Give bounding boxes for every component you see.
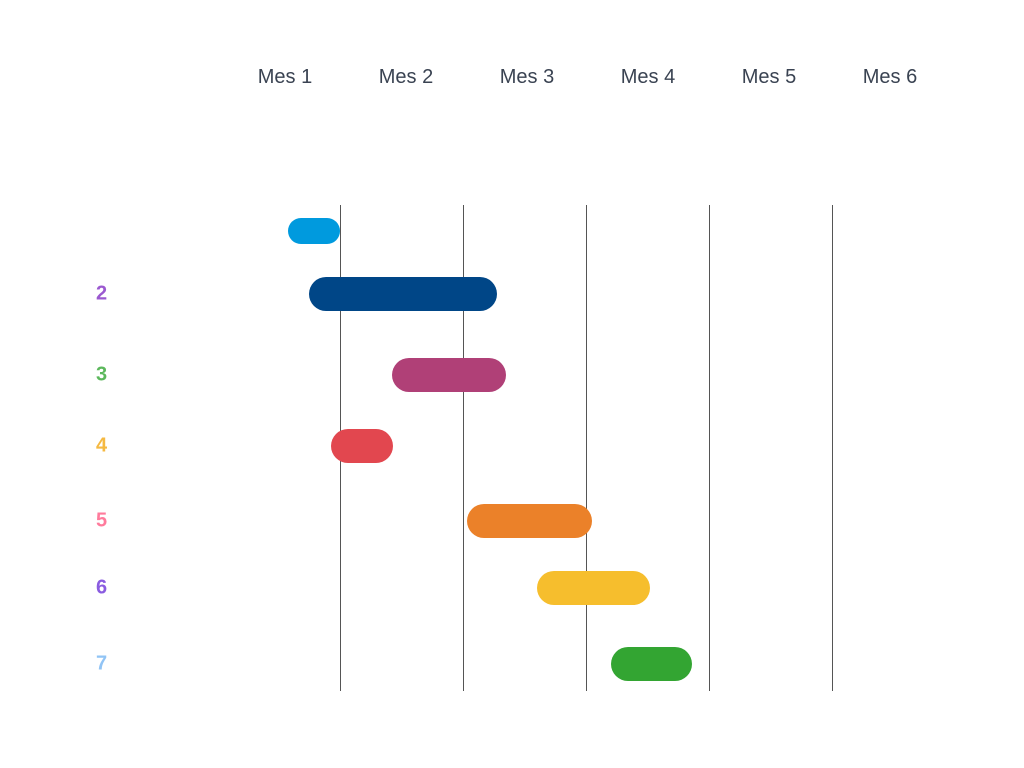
- task-bar-2[interactable]: [309, 277, 498, 311]
- task-bar-1[interactable]: [288, 218, 340, 244]
- row-label-7: 7: [96, 652, 108, 675]
- grid-line-2: [463, 205, 464, 691]
- month-label-6: Mes 6: [862, 66, 918, 88]
- task-bar-6[interactable]: [536, 571, 650, 605]
- grid-line-3: [586, 205, 587, 691]
- task-bar-7[interactable]: [610, 647, 692, 681]
- month-label-4: Mes 4: [620, 66, 676, 88]
- task-bar-4[interactable]: [331, 429, 393, 463]
- task-bar-3[interactable]: [391, 358, 507, 392]
- task-bar-5[interactable]: [466, 504, 593, 538]
- month-label-3: Mes 3: [499, 66, 555, 88]
- row-label-6: 6: [96, 576, 108, 599]
- row-label-5: 5: [96, 509, 108, 532]
- row-label-4: 4: [96, 434, 108, 457]
- row-label-3: 3: [96, 363, 108, 386]
- month-label-1: Mes 1: [257, 66, 313, 88]
- grid-line-5: [832, 205, 833, 691]
- grid-line-4: [709, 205, 710, 691]
- month-label-5: Mes 5: [741, 66, 797, 88]
- month-label-2: Mes 2: [378, 66, 434, 88]
- row-label-2: 2: [96, 282, 108, 305]
